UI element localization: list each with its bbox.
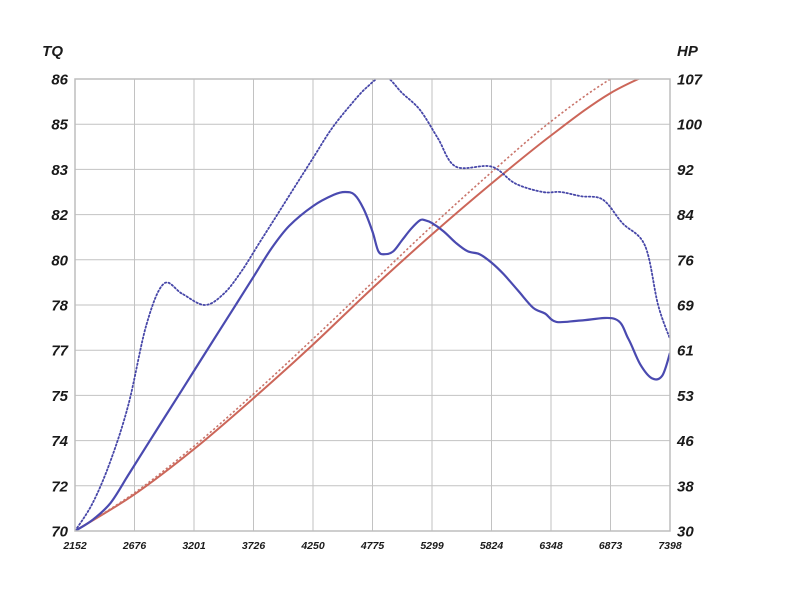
svg-text:53: 53 xyxy=(677,388,694,405)
svg-text:77: 77 xyxy=(51,343,68,360)
svg-text:74: 74 xyxy=(51,433,68,450)
svg-text:92: 92 xyxy=(677,162,694,179)
svg-text:TQ: TQ xyxy=(42,43,63,60)
svg-text:85: 85 xyxy=(51,117,68,134)
svg-text:5299: 5299 xyxy=(420,540,444,552)
svg-text:30: 30 xyxy=(677,524,694,541)
svg-text:82: 82 xyxy=(51,207,68,224)
svg-text:5824: 5824 xyxy=(480,540,504,552)
svg-text:61: 61 xyxy=(677,343,694,360)
svg-text:2152: 2152 xyxy=(62,540,87,552)
svg-text:7398: 7398 xyxy=(658,540,682,552)
svg-text:3726: 3726 xyxy=(242,540,266,552)
svg-text:72: 72 xyxy=(51,478,68,495)
svg-text:69: 69 xyxy=(677,298,694,315)
svg-text:84: 84 xyxy=(677,207,694,224)
svg-text:80: 80 xyxy=(51,252,68,269)
svg-text:86: 86 xyxy=(51,72,68,89)
svg-text:70: 70 xyxy=(51,524,68,541)
svg-text:HP: HP xyxy=(677,43,699,60)
svg-text:4775: 4775 xyxy=(360,540,385,552)
svg-text:6873: 6873 xyxy=(599,540,623,552)
svg-text:3201: 3201 xyxy=(182,540,206,552)
svg-text:38: 38 xyxy=(677,478,694,495)
svg-text:100: 100 xyxy=(677,117,703,134)
svg-text:107: 107 xyxy=(677,72,703,89)
svg-text:46: 46 xyxy=(676,433,694,450)
svg-text:6348: 6348 xyxy=(539,540,563,552)
svg-text:75: 75 xyxy=(51,388,68,405)
svg-text:2676: 2676 xyxy=(122,540,147,552)
svg-text:4250: 4250 xyxy=(300,540,325,552)
svg-text:83: 83 xyxy=(51,162,68,179)
svg-text:78: 78 xyxy=(51,298,68,315)
svg-text:76: 76 xyxy=(677,252,694,269)
